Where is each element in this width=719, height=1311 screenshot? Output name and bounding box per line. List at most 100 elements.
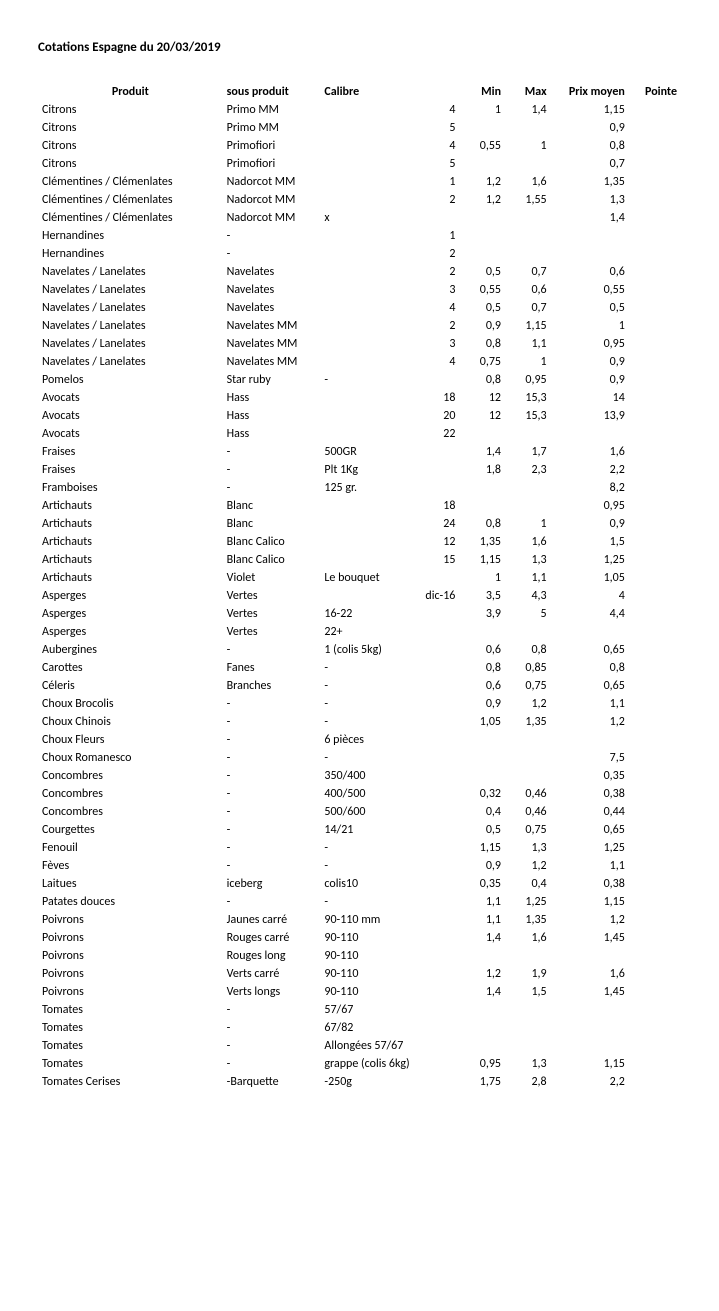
cell-calibre <box>320 587 416 605</box>
cell-produit: Poivrons <box>38 983 223 1001</box>
cell-max: 0,6 <box>505 281 551 299</box>
cell-prix-moyen: 1,3 <box>551 191 629 209</box>
cell-min: 0,95 <box>459 1055 505 1073</box>
cell-min <box>459 767 505 785</box>
cell-sous-produit: - <box>223 641 321 659</box>
table-row: Choux Romanesco--7,5 <box>38 749 681 767</box>
cell-calibre <box>320 191 416 209</box>
cell-max: 1 <box>505 137 551 155</box>
table-row: Navelates / LanelatesNavelates MM40,7510… <box>38 353 681 371</box>
cell-calibre-num <box>416 947 459 965</box>
cell-min: 0,8 <box>459 659 505 677</box>
cell-produit: Tomates <box>38 1055 223 1073</box>
cell-produit: Courgettes <box>38 821 223 839</box>
cell-prix-moyen: 0,35 <box>551 767 629 785</box>
table-row: CitronsPrimo MM50,9 <box>38 119 681 137</box>
cell-min: 1,75 <box>459 1073 505 1091</box>
table-row: Navelates / LanelatesNavelates30,550,60,… <box>38 281 681 299</box>
cell-calibre: 90-110 <box>320 929 416 947</box>
cell-min: 1,05 <box>459 713 505 731</box>
table-row: Concombres-500/6000,40,460,44 <box>38 803 681 821</box>
table-row: Fèves--0,91,21,1 <box>38 857 681 875</box>
cell-min: 1,2 <box>459 965 505 983</box>
cell-produit: Choux Fleurs <box>38 731 223 749</box>
cell-min: 0,32 <box>459 785 505 803</box>
cell-max <box>505 209 551 227</box>
table-row: AvocatsHass201215,313,9 <box>38 407 681 425</box>
cell-max: 1,35 <box>505 911 551 929</box>
cell-max <box>505 227 551 245</box>
cell-sous-produit: Nadorcot MM <box>223 173 321 191</box>
cell-prix-moyen: 1,2 <box>551 713 629 731</box>
cell-calibre <box>320 119 416 137</box>
cell-max: 1,25 <box>505 893 551 911</box>
table-row: Concombres-400/5000,320,460,38 <box>38 785 681 803</box>
cell-max: 1,6 <box>505 173 551 191</box>
cell-produit: Citrons <box>38 101 223 119</box>
cell-calibre-num <box>416 875 459 893</box>
cell-produit: Tomates Cerises <box>38 1073 223 1091</box>
cell-min: 1,4 <box>459 983 505 1001</box>
cell-prix-moyen <box>551 1019 629 1037</box>
cell-min: 1,8 <box>459 461 505 479</box>
cell-min: 0,9 <box>459 317 505 335</box>
cell-produit: Asperges <box>38 605 223 623</box>
cell-min <box>459 947 505 965</box>
col-max: Max <box>505 83 551 101</box>
table-row: Fraises-Plt 1Kg1,82,32,2 <box>38 461 681 479</box>
cell-calibre: Le bouquet <box>320 569 416 587</box>
cell-produit: Navelates / Lanelates <box>38 335 223 353</box>
cell-calibre <box>320 299 416 317</box>
cell-max: 1,3 <box>505 551 551 569</box>
cell-prix-moyen: 1,05 <box>551 569 629 587</box>
cell-prix-moyen: 0,65 <box>551 641 629 659</box>
cell-prix-moyen <box>551 731 629 749</box>
cell-calibre: - <box>320 659 416 677</box>
cell-calibre-num: 2 <box>416 317 459 335</box>
cell-produit: Artichauts <box>38 515 223 533</box>
cell-produit: Avocats <box>38 407 223 425</box>
cell-max <box>505 479 551 497</box>
cell-sous-produit: - <box>223 461 321 479</box>
cell-sous-produit: - <box>223 713 321 731</box>
cell-min: 1,2 <box>459 191 505 209</box>
cell-max <box>505 767 551 785</box>
cell-calibre-num <box>416 641 459 659</box>
table-row: Clémentines / ClémenlatesNadorcot MM21,2… <box>38 191 681 209</box>
table-row: Tomates-67/82 <box>38 1019 681 1037</box>
cell-prix-moyen: 0,9 <box>551 119 629 137</box>
cell-sous-produit: - <box>223 245 321 263</box>
cell-max: 1 <box>505 353 551 371</box>
cell-prix-moyen: 1,15 <box>551 893 629 911</box>
table-row: Concombres-350/4000,35 <box>38 767 681 785</box>
cell-calibre: 90-110 <box>320 983 416 1001</box>
cell-calibre-num <box>416 821 459 839</box>
cell-calibre-num: 18 <box>416 389 459 407</box>
table-row: Navelates / LanelatesNavelates40,50,70,5 <box>38 299 681 317</box>
table-row: Fraises-500GR1,41,71,6 <box>38 443 681 461</box>
cell-max: 1 <box>505 515 551 533</box>
table-row: AvocatsHass22 <box>38 425 681 443</box>
table-row: Choux Chinois--1,051,351,2 <box>38 713 681 731</box>
cell-calibre-num: 22 <box>416 425 459 443</box>
cell-calibre: 22+ <box>320 623 416 641</box>
cell-pointe <box>629 713 681 731</box>
table-row: Navelates / LanelatesNavelates20,50,70,6 <box>38 263 681 281</box>
cell-min <box>459 1019 505 1037</box>
cell-produit: Patates douces <box>38 893 223 911</box>
cell-pointe <box>629 263 681 281</box>
cell-min: 1,4 <box>459 443 505 461</box>
cell-pointe <box>629 515 681 533</box>
cell-pointe <box>629 389 681 407</box>
cell-calibre <box>320 551 416 569</box>
cell-sous-produit: - <box>223 443 321 461</box>
cell-min: 0,5 <box>459 299 505 317</box>
cell-max <box>505 1037 551 1055</box>
cell-calibre: - <box>320 677 416 695</box>
cell-produit: Concombres <box>38 767 223 785</box>
cell-max: 1,1 <box>505 335 551 353</box>
cell-produit: Navelates / Lanelates <box>38 263 223 281</box>
cell-sous-produit: - <box>223 767 321 785</box>
cell-sous-produit: - <box>223 749 321 767</box>
cell-calibre: - <box>320 749 416 767</box>
